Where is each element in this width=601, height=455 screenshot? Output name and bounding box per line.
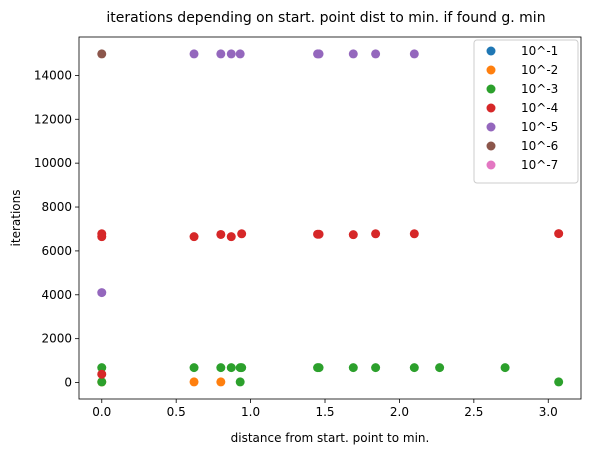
y-tick-label: 4000	[41, 288, 72, 302]
chart-title: iterations depending on start. point dis…	[106, 10, 545, 26]
data-point-series-5	[216, 49, 226, 59]
data-point-series-2	[216, 377, 226, 387]
data-point-series-5	[409, 49, 419, 59]
data-point-series-4	[216, 229, 226, 239]
data-point-series-2	[189, 377, 199, 387]
x-tick-label: 0.0	[92, 405, 111, 419]
data-point-series-4	[409, 229, 419, 239]
data-point-series-5	[189, 49, 199, 59]
data-point-series-3	[500, 363, 510, 373]
y-axis-label: iterations	[9, 190, 23, 247]
legend-marker	[486, 84, 496, 94]
x-tick-label: 0.5	[167, 405, 186, 419]
x-tick-label: 2.5	[464, 405, 483, 419]
y-tick-label: 2000	[41, 332, 72, 346]
legend-box	[473, 39, 579, 184]
legend-label: 10^-1	[521, 44, 558, 58]
data-point-series-5	[348, 49, 358, 59]
data-point-series-3	[97, 363, 107, 373]
data-point-series-3	[435, 363, 445, 373]
data-point-series-4	[371, 229, 381, 239]
legend: 10^-1 10^-2 10^-3 10^-4 10^-5 10^-6 10^-7	[473, 39, 579, 184]
x-tick-label: 2.0	[390, 405, 409, 419]
y-tick-label: 10000	[34, 156, 72, 170]
data-point-series-3	[97, 377, 107, 387]
legend-label: 10^-3	[521, 82, 558, 96]
data-point-series-3	[216, 363, 226, 373]
legend-marker	[486, 103, 496, 113]
data-point-series-3	[554, 377, 564, 387]
data-points	[97, 49, 564, 387]
data-point-series-3	[235, 377, 245, 387]
y-tick-label: 8000	[41, 200, 72, 214]
legend-marker	[486, 65, 496, 75]
data-point-series-3	[237, 363, 247, 373]
y-tick-label: 0	[64, 376, 72, 390]
data-point-series-4	[189, 232, 199, 242]
x-tick-label: 1.0	[241, 405, 260, 419]
legend-label: 10^-2	[521, 63, 558, 77]
legend-marker	[486, 141, 496, 151]
data-point-series-4	[348, 230, 358, 240]
x-axis-label: distance from start. point to min.	[231, 431, 430, 445]
data-point-series-4	[97, 369, 107, 379]
data-point-series-5	[371, 49, 381, 59]
legend-marker	[486, 46, 496, 56]
x-axis-ticks: 0.0 0.5 1.0 1.5 2.0 2.5 3.0	[92, 399, 558, 419]
legend-label: 10^-6	[521, 139, 558, 153]
data-point-series-3	[226, 363, 236, 373]
data-point-series-4	[314, 229, 324, 239]
data-point-series-5	[314, 49, 324, 59]
y-tick-label: 14000	[34, 68, 72, 82]
y-axis-ticks: 0 2000 4000 6000 8000 10000 12000 14000	[34, 68, 79, 390]
plot-frame	[78, 36, 582, 400]
data-point-series-5	[235, 49, 245, 59]
data-point-series-3	[348, 363, 358, 373]
data-point-series-5	[97, 288, 107, 298]
y-tick-label: 6000	[41, 244, 72, 258]
legend-label: 10^-4	[521, 101, 558, 115]
x-tick-label: 1.5	[315, 405, 334, 419]
data-point-series-4	[237, 229, 247, 239]
legend-marker	[486, 122, 496, 132]
data-point-series-4	[97, 229, 107, 239]
data-point-series-4	[554, 229, 564, 239]
data-point-series-3	[409, 363, 419, 373]
data-point-series-4	[226, 232, 236, 242]
legend-label: 10^-5	[521, 120, 558, 134]
data-point-series-3	[189, 363, 199, 373]
data-point-series-5	[226, 49, 236, 59]
y-tick-label: 12000	[34, 112, 72, 126]
x-tick-label: 3.0	[539, 405, 558, 419]
legend-marker	[486, 160, 496, 170]
data-point-series-3	[371, 363, 381, 373]
legend-label: 10^-7	[521, 158, 558, 172]
data-point-series-6	[97, 49, 107, 59]
data-point-series-3	[314, 363, 324, 373]
